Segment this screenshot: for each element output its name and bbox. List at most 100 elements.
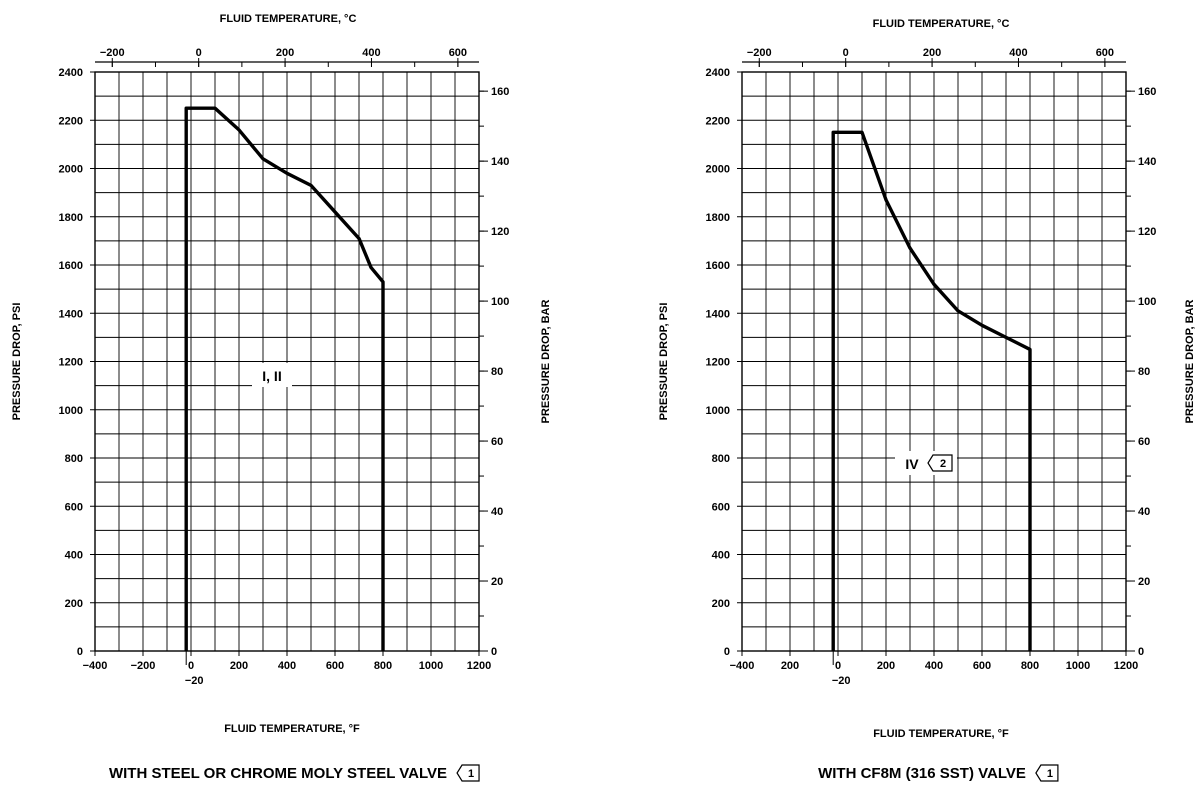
series-line-1 [831,130,1032,651]
note-flag-icon [456,764,480,782]
y-tick-label: 1000 [706,405,730,417]
top-tick-label: 600 [449,47,467,59]
x-extra-label: −20 [185,675,204,687]
top-tick-label: 0 [196,47,202,59]
top-tick-label: 400 [362,47,380,59]
y-tick-label: 600 [712,501,730,513]
right-tick-label: 0 [491,646,497,658]
x-tick-label: 600 [973,660,991,672]
caption-note: 1 [1047,768,1053,780]
y-tick-label: 1000 [59,405,83,417]
right-tick-label: 160 [1138,86,1156,98]
caption: WITH STEEL OR CHROME MOLY STEEL VALVE [109,765,447,782]
right-tick-label: 40 [1138,506,1150,518]
right-tick-label: 100 [1138,296,1156,308]
right-tick-label: 160 [491,86,509,98]
x-tick-label: 400 [925,660,943,672]
y-tick-label: 1200 [706,357,730,369]
y-tick-label: 1400 [59,308,83,320]
top-tick-label: 200 [923,47,941,59]
x-tick-label: 200 [781,660,799,672]
x-tick-label: 0 [835,660,841,672]
x-tick-label: −200 [131,660,156,672]
y-tick-label: 1200 [59,357,83,369]
region-note: 2 [940,458,946,470]
right-tick-label: 60 [491,436,503,448]
y-tick-label: 400 [65,550,83,562]
right-tick-label: 140 [491,156,509,168]
y-tick-label: 2000 [59,164,83,176]
region-label-bg [252,363,292,387]
y-tick-label: 2400 [706,67,730,79]
x-axis-title: FLUID TEMPERATURE, °F [873,728,1009,740]
y-tick-label: 200 [65,598,83,610]
y-axis-title: PRESSURE DROP, PSI [658,303,670,421]
chart-2: −400 200 0 200 400 600 800 1000 1200−20020040060… [658,18,1196,782]
top-tick-label: 400 [1009,47,1027,59]
right-tick-label: 100 [491,296,509,308]
right-tick-label: 140 [1138,156,1156,168]
top-tick-label: 0 [843,47,849,59]
x-tick-label: 1200 [467,660,491,672]
x-tick-label: 1200 [1114,660,1138,672]
top-axis-title: FLUID TEMPERATURE, °C [220,13,357,25]
right-tick-label: 120 [1138,226,1156,238]
x-tick-label: 600 [326,660,344,672]
right-tick-label: 0 [1138,646,1144,658]
right-tick-label: 80 [1138,366,1150,378]
x-tick-label: 800 [374,660,392,672]
x-tick-label: −400 [83,660,108,672]
y-tick-label: 1800 [706,212,730,224]
y-tick-label: 200 [712,598,730,610]
top-tick-label: −200 [100,47,125,59]
y-tick-label: 1400 [706,308,730,320]
caption-note: 1 [468,768,474,780]
right-axis-title: PRESSURE DROP, BAR [540,300,552,424]
series-line-1 [184,106,385,651]
x-tick-label: 1000 [1066,660,1090,672]
y-tick-label: 0 [724,646,730,658]
y-tick-label: 2000 [706,164,730,176]
x-axis-title: FLUID TEMPERATURE, °F [224,723,360,735]
y-tick-label: 1800 [59,212,83,224]
y-tick-label: 800 [712,453,730,465]
x-tick-label: 400 [278,660,296,672]
y-tick-label: 2400 [59,67,83,79]
grid [94,71,480,652]
right-tick-label: 40 [491,506,503,518]
y-axis-title: PRESSURE DROP, PSI [11,303,23,421]
grid [741,71,1127,652]
top-tick-label: 600 [1096,47,1114,59]
note-flag-icon [927,454,953,472]
right-tick-label: 60 [1138,436,1150,448]
y-tick-label: 1600 [706,260,730,272]
y-tick-label: 2200 [706,115,730,127]
right-axis-title: PRESSURE DROP, BAR [1184,300,1196,424]
caption: WITH CF8M (316 SST) VALVE [818,765,1026,782]
right-tick-label: 120 [491,226,509,238]
x-extra-label: −20 [832,675,851,687]
y-tick-label: 400 [712,550,730,562]
top-tick-label: 200 [276,47,294,59]
x-tick-label: 800 [1021,660,1039,672]
top-axis-title: FLUID TEMPERATURE, °C [873,18,1010,30]
x-tick-label: 200 [877,660,895,672]
x-tick-label: 0 [188,660,194,672]
x-tick-label: 200 [230,660,248,672]
y-tick-label: 1600 [59,260,83,272]
chart-1: −400 −200 0 200 400 600 800 1000 1200−2002004006… [11,13,552,782]
x-tick-label: 1000 [419,660,443,672]
y-tick-label: 0 [77,646,83,658]
region-label: IV [905,456,919,472]
y-tick-label: 800 [65,453,83,465]
region-label: I, II [262,368,281,384]
right-tick-label: 20 [1138,576,1150,588]
y-tick-label: 600 [65,501,83,513]
right-tick-label: 80 [491,366,503,378]
top-tick-label: −200 [747,47,772,59]
x-tick-label: −400 [730,660,755,672]
y-tick-label: 2200 [59,115,83,127]
right-tick-label: 20 [491,576,503,588]
note-flag-icon [1035,764,1059,782]
